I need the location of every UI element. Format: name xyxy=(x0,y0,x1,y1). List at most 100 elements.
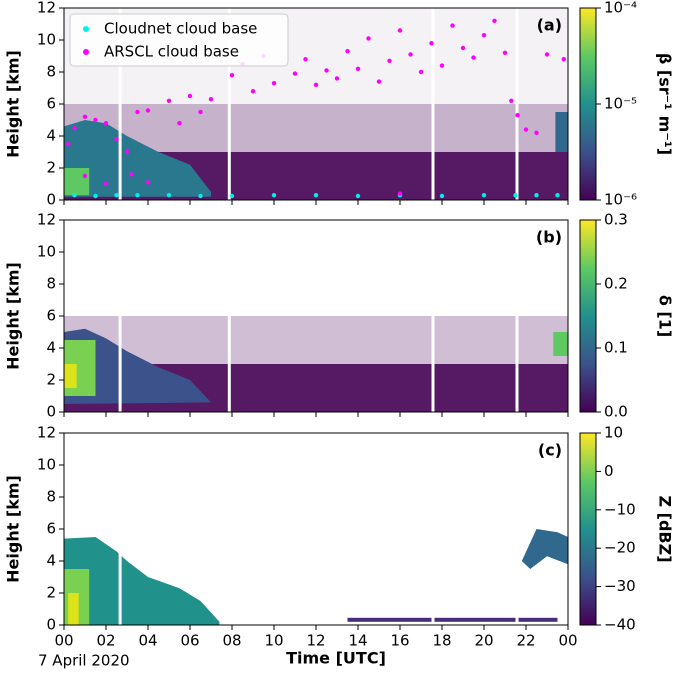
y-tick-label: 6 xyxy=(46,520,56,538)
cloud-base-point xyxy=(135,109,140,115)
y-axis-label: Height [km] xyxy=(4,262,23,370)
y-tick-label: 4 xyxy=(46,127,56,145)
x-tick-label: 04 xyxy=(138,632,157,650)
colorbar xyxy=(579,7,597,201)
panel: 0 2 4 6 8 10 12 Height [km] (a) 10⁻⁶ 10⁻⁵ 10⁻⁴ β [sr… xyxy=(4,0,675,209)
y-axis-label: Height [km] xyxy=(4,50,23,158)
y-tick-label: 8 xyxy=(46,488,56,506)
cloud-base-point xyxy=(366,36,371,41)
cloud-base-point xyxy=(303,57,308,62)
y-tick-label: 4 xyxy=(46,552,56,570)
cloud-base-point xyxy=(271,81,277,86)
legend-label: Cloudnet cloud base xyxy=(104,20,257,38)
panel-label: (c) xyxy=(538,441,562,460)
colorbar-tick-label: 10⁻⁶ xyxy=(604,191,637,209)
colorbar xyxy=(579,432,597,626)
cloud-base-point xyxy=(292,71,298,76)
cloud-base-point xyxy=(313,193,319,198)
cloud-base-point xyxy=(114,137,119,142)
data-gap xyxy=(431,8,435,200)
colorbar-tick-label: 0.3 xyxy=(604,211,628,229)
colorbar-tick-label: −30 xyxy=(604,577,636,595)
colorbar-tick-label: 0 xyxy=(604,462,614,480)
cloud-base-point xyxy=(177,121,182,126)
x-tick-label: 06 xyxy=(180,632,199,650)
y-tick-label: 10 xyxy=(37,456,56,474)
cloud-base-point xyxy=(376,79,382,84)
cloud-base-point xyxy=(103,121,109,126)
echo-low-line xyxy=(347,617,558,622)
y-tick-label: 8 xyxy=(46,63,56,81)
y-tick-label: 0 xyxy=(46,616,56,634)
cloud-base-point xyxy=(129,172,134,177)
echo-right xyxy=(521,529,568,569)
legend-box xyxy=(69,13,289,67)
colorbar-tick-label: −10 xyxy=(604,500,636,518)
colorbar-tick-label: 0.0 xyxy=(604,403,628,421)
colorbar-label: δ [1] xyxy=(656,295,675,337)
cloud-top-right xyxy=(555,112,568,152)
y-tick-label: 12 xyxy=(37,211,56,229)
y-tick-label: 12 xyxy=(37,424,56,442)
colorbar-label: Z [dBZ] xyxy=(656,495,675,562)
cloud-base-point xyxy=(198,193,203,199)
cloud-base-point xyxy=(492,18,497,23)
cloud-base-point xyxy=(124,149,130,155)
y-tick-label: 0 xyxy=(46,191,56,209)
data-gap xyxy=(227,8,231,200)
cloud-base-point xyxy=(198,109,203,115)
cloud-base-point xyxy=(544,52,550,57)
y-tick-label: 2 xyxy=(46,371,56,389)
colorbar-tick-label: −20 xyxy=(604,539,636,557)
colorbar-tick-label: 0.1 xyxy=(604,339,628,357)
cloud-base-point xyxy=(397,28,403,33)
y-tick-label: 10 xyxy=(37,31,56,49)
data-gap xyxy=(227,220,231,412)
data-gap xyxy=(118,433,122,625)
cloud-base-point xyxy=(387,58,392,63)
data-gap xyxy=(515,8,519,200)
x-tick-label: 18 xyxy=(432,632,451,650)
data-gap xyxy=(118,220,122,412)
y-axis-label: Height [km] xyxy=(4,475,23,583)
cloud-base-point xyxy=(513,193,518,198)
cloud-base-point xyxy=(481,193,487,198)
y-tick-label: 2 xyxy=(46,159,56,177)
cloud-base-point xyxy=(509,98,514,104)
x-tick-label: 00 xyxy=(54,632,73,650)
x-tick-label: 22 xyxy=(516,632,535,650)
data-gap xyxy=(431,433,435,625)
colorbar-label: β [sr⁻¹ m⁻¹] xyxy=(656,53,675,155)
cloud-base-point xyxy=(515,113,520,118)
cloud-base-point xyxy=(187,93,193,99)
cloud-base-point xyxy=(397,191,403,196)
y-tick-label: 6 xyxy=(46,95,56,113)
y-tick-label: 0 xyxy=(46,403,56,421)
y-tick-label: 2 xyxy=(46,584,56,602)
cloud-base-point xyxy=(534,130,539,135)
cloud-base-point xyxy=(66,141,71,147)
data-gap xyxy=(515,433,519,625)
panel-label: (a) xyxy=(537,16,562,35)
cloud-region xyxy=(64,120,211,197)
legend-label: ARSCL cloud base xyxy=(104,43,239,61)
cloud-base-point xyxy=(502,50,508,55)
echo-peak xyxy=(68,593,79,625)
colorbar-tick-label: −40 xyxy=(604,616,636,634)
depol-right xyxy=(553,332,568,356)
cloud-base-point xyxy=(93,193,98,199)
x-tick-label: 00 xyxy=(558,632,577,650)
legend-marker xyxy=(83,26,89,32)
date-label: 7 April 2020 xyxy=(38,652,130,670)
depol-peak xyxy=(64,364,77,388)
cloud-core xyxy=(64,168,90,196)
echo-region xyxy=(64,537,220,625)
colorbar-tick-label: 10⁻⁵ xyxy=(604,95,637,113)
data-gap xyxy=(227,433,231,625)
cloud-base-point xyxy=(114,193,119,198)
x-tick-label: 20 xyxy=(474,632,493,650)
cloud-base-point xyxy=(534,193,539,198)
cloud-base-point xyxy=(72,193,77,198)
legend-marker xyxy=(83,49,89,55)
